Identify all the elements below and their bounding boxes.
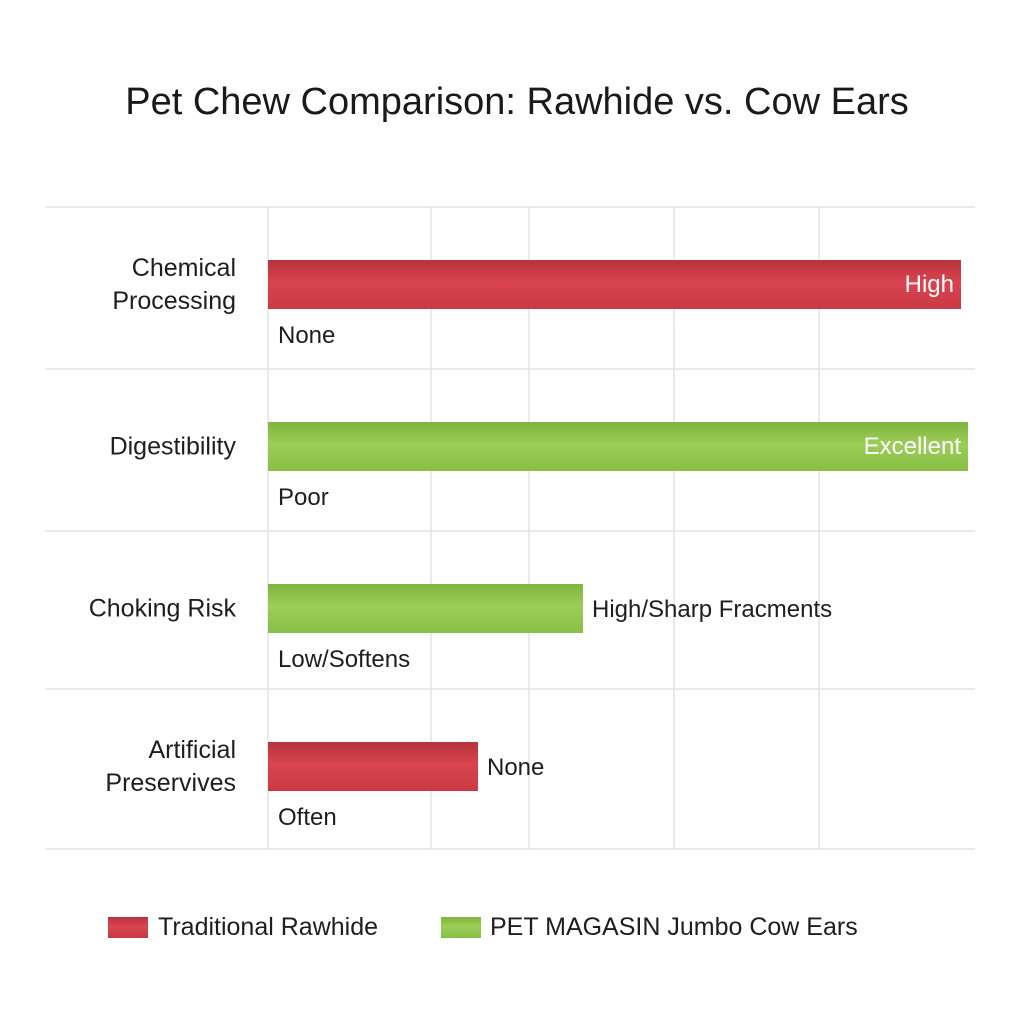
category-label: Chemical Processing bbox=[112, 254, 236, 315]
category-label-line: Artificial bbox=[148, 736, 236, 764]
bar-2 bbox=[268, 584, 583, 633]
category-label-line: Preservives bbox=[105, 769, 236, 797]
category-label: Choking Risk bbox=[89, 595, 237, 623]
category-label-line: Choking Risk bbox=[89, 595, 237, 623]
category-label-line: Digestibility bbox=[110, 433, 237, 461]
secondary-value-label: Poor bbox=[278, 484, 329, 511]
labels: High None Chemical Processing Excellent Poor D… bbox=[89, 254, 962, 831]
legend-label: Traditional Rawhide bbox=[158, 913, 378, 941]
legend-swatch bbox=[441, 917, 481, 938]
bar-3 bbox=[268, 742, 478, 791]
bars bbox=[268, 260, 968, 791]
bar-value-label: Excellent bbox=[864, 433, 962, 460]
secondary-value-label: None bbox=[278, 322, 335, 349]
category-label: Artificial Preservives bbox=[105, 736, 236, 797]
bar-value-label: High bbox=[905, 271, 954, 298]
bar-1 bbox=[268, 422, 968, 471]
category-label-line: Processing bbox=[112, 287, 236, 315]
legend-label: PET MAGASIN Jumbo Cow Ears bbox=[490, 913, 858, 941]
legend-swatch bbox=[108, 917, 148, 938]
secondary-value-label: Often bbox=[278, 804, 337, 831]
grid-lines bbox=[45, 206, 975, 850]
bar-value-label: None bbox=[487, 754, 544, 781]
chart-title: Pet Chew Comparison: Rawhide vs. Cow Ear… bbox=[125, 81, 909, 123]
category-label: Digestibility bbox=[110, 433, 237, 461]
bar-0 bbox=[268, 260, 961, 309]
bar-value-label: High/Sharp Fracments bbox=[592, 596, 832, 623]
legend: Traditional Rawhide PET MAGASIN Jumbo Cow… bbox=[108, 913, 858, 941]
secondary-value-label: Low/Softens bbox=[278, 646, 410, 673]
category-label-line: Chemical bbox=[132, 254, 236, 282]
